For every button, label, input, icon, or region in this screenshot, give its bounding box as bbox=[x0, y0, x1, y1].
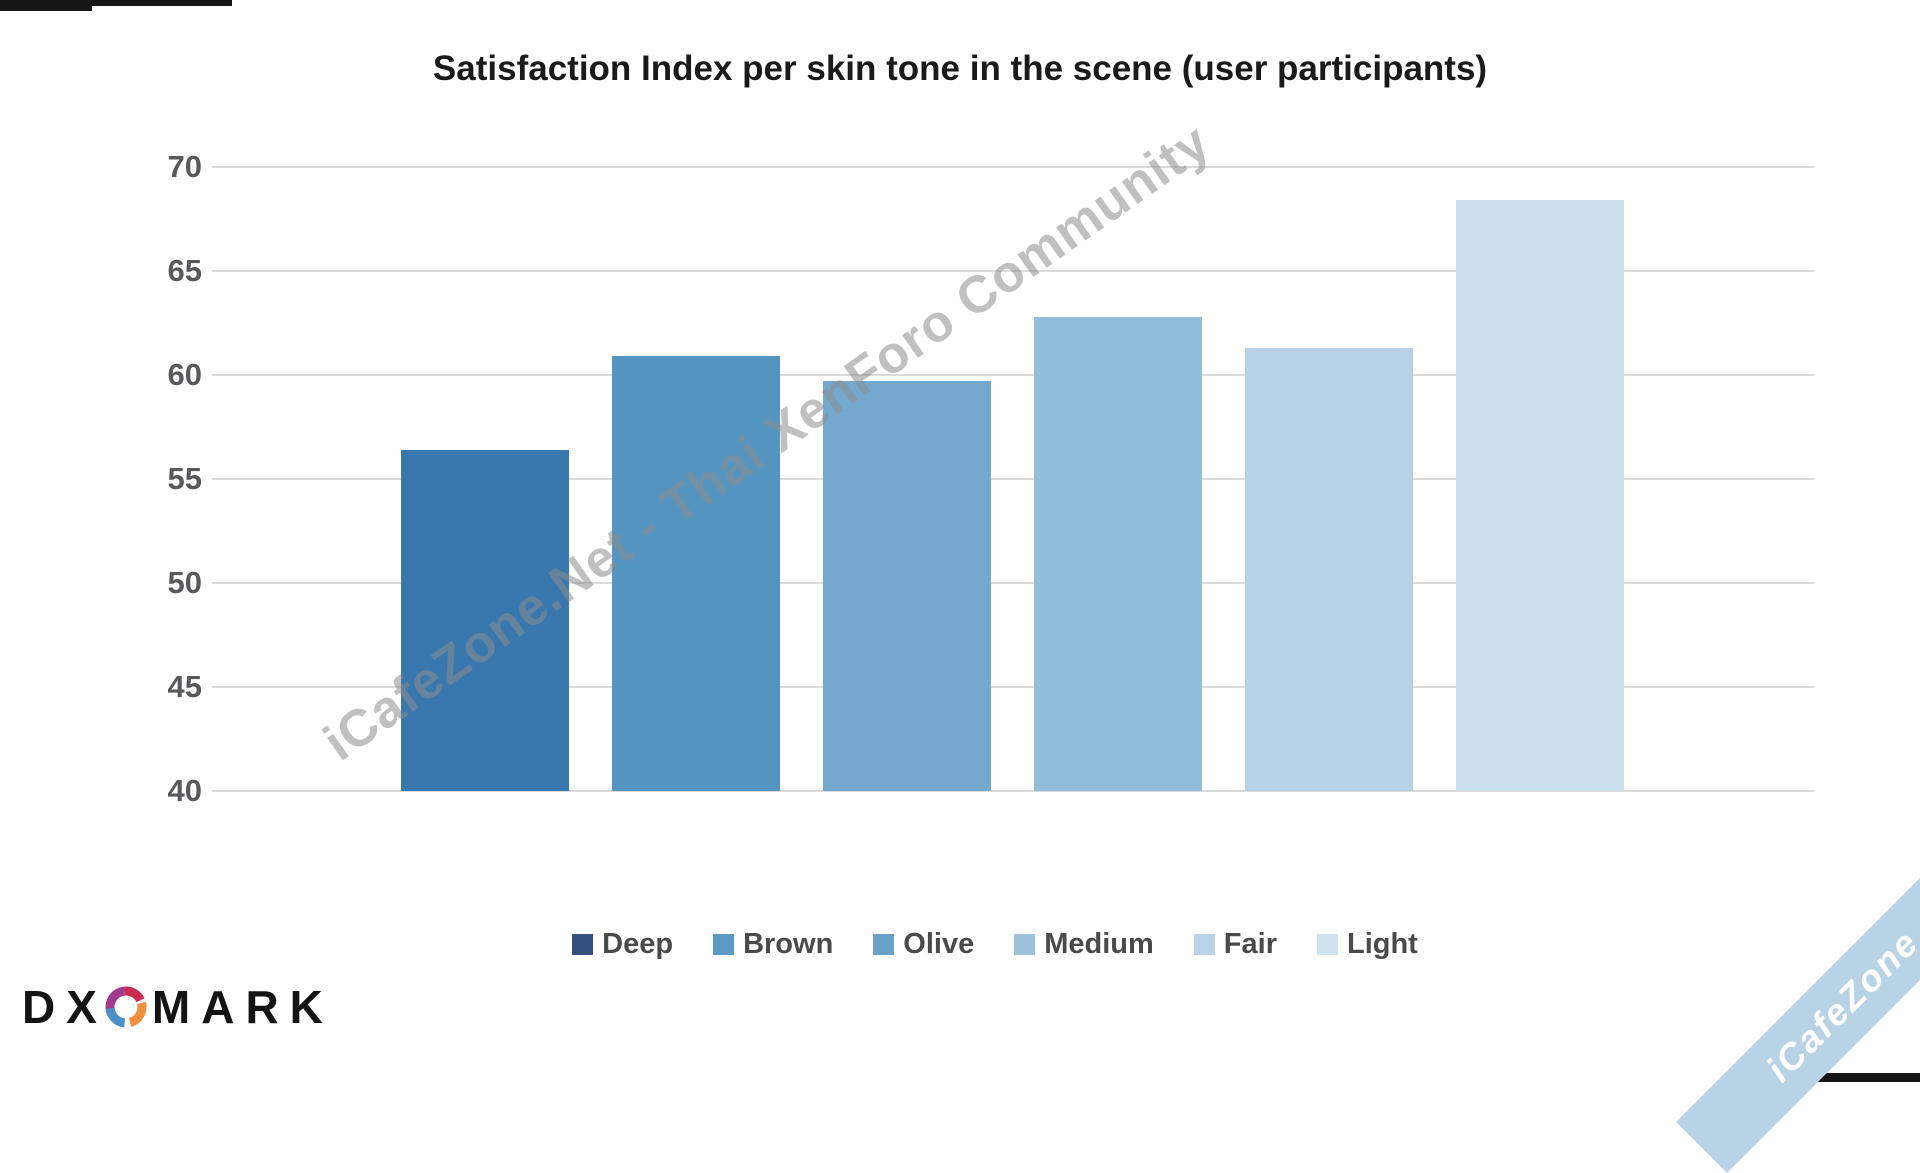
bar-brown bbox=[612, 356, 780, 791]
gridline-50 bbox=[212, 582, 1814, 584]
legend-label-deep: Deep bbox=[602, 928, 674, 960]
legend-swatch-light bbox=[1316, 934, 1338, 955]
gridline-55 bbox=[212, 478, 1814, 480]
top-edge-artifact bbox=[0, 0, 232, 6]
legend-label-medium: Medium bbox=[1044, 928, 1154, 960]
legend-swatch-deep bbox=[572, 934, 594, 955]
legend-label-olive: Olive bbox=[903, 928, 975, 960]
y-tick-label-70: 70 bbox=[167, 149, 202, 184]
y-tick-label-45: 45 bbox=[167, 669, 202, 704]
logo-text-dx: DX bbox=[22, 981, 108, 1033]
legend-swatch-brown bbox=[713, 934, 735, 955]
gridline-45 bbox=[212, 686, 1814, 688]
plot-area bbox=[212, 166, 1814, 792]
y-tick-label-50: 50 bbox=[167, 565, 202, 600]
y-tick-label-55: 55 bbox=[167, 461, 202, 496]
legend-label-brown: Brown bbox=[743, 928, 834, 960]
corner-ribbon: iCafeZone bbox=[1676, 839, 1920, 1173]
gridline-60 bbox=[212, 374, 1814, 376]
y-tick-label-65: 65 bbox=[167, 253, 202, 288]
gridline-65 bbox=[212, 270, 1814, 272]
bottom-edge-artifact bbox=[1750, 1073, 1920, 1082]
gridline-40 bbox=[212, 790, 1814, 792]
bar-fair bbox=[1245, 347, 1413, 791]
y-tick-label-40: 40 bbox=[167, 773, 202, 808]
legend-item-brown: Brown bbox=[713, 928, 833, 961]
bar-olive bbox=[823, 381, 991, 791]
dxomark-o-icon bbox=[105, 986, 147, 1028]
bar-medium bbox=[1034, 316, 1202, 791]
chart-legend: Deep Brown Olive Medium Fair Light bbox=[70, 928, 1920, 961]
legend-swatch-fair bbox=[1193, 934, 1215, 955]
legend-item-fair: Fair bbox=[1193, 928, 1277, 961]
legend-item-medium: Medium bbox=[1014, 928, 1154, 961]
legend-swatch-medium bbox=[1014, 934, 1036, 955]
bar-light bbox=[1456, 200, 1624, 791]
gridline-70 bbox=[212, 166, 1814, 168]
legend-item-deep: Deep bbox=[572, 928, 673, 961]
y-tick-label-60: 60 bbox=[167, 357, 202, 392]
top-edge-artifact-thick bbox=[0, 0, 92, 11]
dxomark-logo: DX MARK bbox=[22, 983, 334, 1031]
legend-label-light: Light bbox=[1346, 928, 1418, 960]
legend-label-fair: Fair bbox=[1223, 928, 1277, 960]
legend-swatch-olive bbox=[873, 934, 895, 955]
legend-item-olive: Olive bbox=[873, 928, 974, 961]
bar-deep bbox=[401, 449, 569, 791]
chart-title: Satisfaction Index per skin tone in the … bbox=[432, 49, 1488, 88]
logo-text-mark: MARK bbox=[151, 981, 334, 1033]
legend-item-light: Light bbox=[1316, 928, 1418, 961]
